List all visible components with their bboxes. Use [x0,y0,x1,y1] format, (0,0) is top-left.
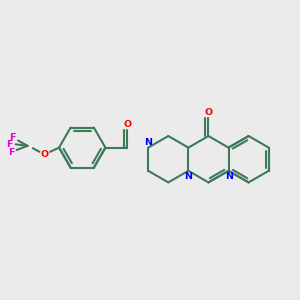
Text: O: O [41,150,49,159]
Text: N: N [144,138,152,147]
Text: N: N [184,172,192,181]
Text: O: O [123,120,131,129]
Text: F: F [7,140,13,149]
Text: F: F [9,133,16,142]
Text: F: F [8,148,14,157]
Text: N: N [225,172,233,181]
Text: O: O [205,108,213,117]
